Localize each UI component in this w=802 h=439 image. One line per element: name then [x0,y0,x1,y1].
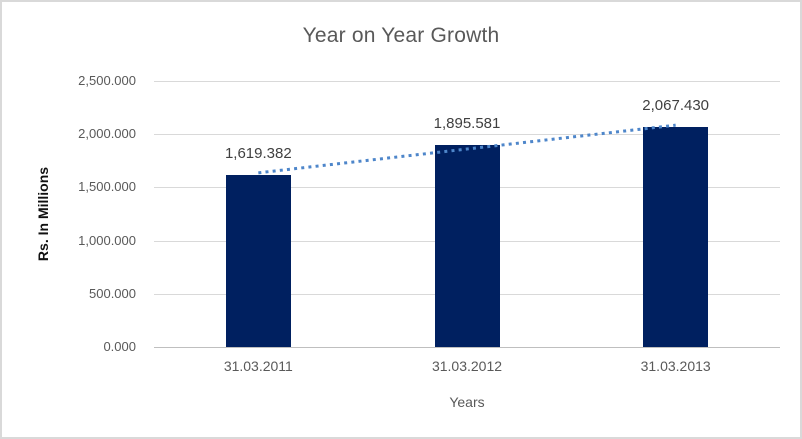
x-axis-title: Years [449,394,485,410]
bar-31.03.2013 [643,127,709,347]
data-label: 1,619.382 [224,144,292,162]
bar-31.03.2011 [225,174,291,347]
chart-title: Year on Year Growth [302,24,500,47]
data-label: 2,067.430 [642,97,710,115]
y-tick-label: 0.000 [103,339,136,354]
x-tick-label: 31.03.2011 [223,358,293,374]
y-tick-label: 1,000.000 [78,232,136,248]
y-tick-label: 2,000.000 [78,126,136,142]
x-axis-line [154,347,780,348]
y-tick-label: 1,500.000 [78,179,136,195]
gridline [154,81,780,82]
y-tick-label: 2,500.000 [78,73,136,88]
bar-31.03.2012 [434,145,500,347]
x-tick-label: 31.03.2013 [640,358,711,374]
x-tick-label: 31.03.2012 [431,358,503,374]
data-label: 1,895.581 [433,115,501,133]
y-tick-label: 500.000 [89,285,136,301]
